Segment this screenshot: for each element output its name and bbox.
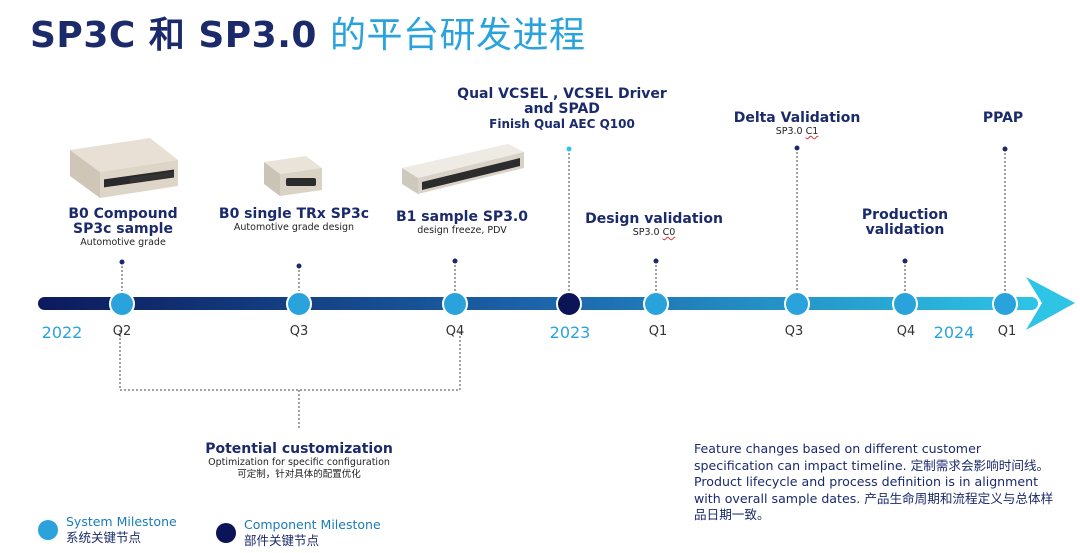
milestone-subtitle-code: C1 xyxy=(805,126,819,137)
milestone-subtitle: Automotive grade xyxy=(80,237,166,248)
customization-subtitle: Optimization for specific configuration xyxy=(208,457,390,468)
milestone-label-qual-vcsel: Qual VCSEL , VCSEL Driver and SPAD Finis… xyxy=(457,87,667,132)
milestone-title: Finish Qual AEC Q100 xyxy=(489,117,635,131)
legend-en: System Milestone xyxy=(66,514,177,529)
system-milestone-q2-2022 xyxy=(109,291,135,317)
legend-en: Component Milestone xyxy=(244,517,381,532)
milestone-title: Qual VCSEL , VCSEL Driver xyxy=(457,86,667,102)
quarter-label: Q2 xyxy=(112,324,132,339)
system-milestone-q3-2023 xyxy=(784,291,810,317)
quarter-label: Q1 xyxy=(997,324,1017,339)
milestone-subtitle: SP3.0 C0 xyxy=(585,227,723,239)
milestone-label-ppap: PPAP xyxy=(983,111,1023,126)
quarter-label: Q4 xyxy=(896,324,916,339)
milestone-title: Production xyxy=(861,207,949,223)
connector-dot xyxy=(902,258,908,264)
system-milestone-q1-2024 xyxy=(992,291,1018,317)
system-milestone-q4-2023 xyxy=(892,291,918,317)
connector-dot xyxy=(653,258,659,264)
legend-zh: 部件关键节点 xyxy=(244,533,320,548)
milestone-title: B0 Compound xyxy=(68,206,178,222)
milestone-subtitle: Automotive grade design xyxy=(233,222,355,233)
milestone-title: SP3c sample xyxy=(73,221,173,237)
milestone-title: and SPAD xyxy=(524,101,600,117)
milestone-subtitle-code: C0 xyxy=(662,227,676,238)
customization-label: Potential customization Optimization for… xyxy=(205,442,393,481)
connector-dot xyxy=(1002,146,1008,152)
timeline-bar xyxy=(38,297,1038,310)
system-milestone-q3-2022 xyxy=(286,291,312,317)
legend-component-milestone: Component Milestone 部件关键节点 xyxy=(216,517,381,549)
timeline-note: Feature changes based on different custo… xyxy=(694,441,1054,522)
customization-title: Potential customization xyxy=(205,441,393,457)
milestone-title: B0 single TRx SP3c xyxy=(218,206,370,222)
system-milestone-q4-2022 xyxy=(442,291,468,317)
milestone-subtitle-prefix: SP3.0 xyxy=(632,227,663,238)
connector-dot xyxy=(119,259,125,265)
milestone-label-design-validation: Design validation SP3.0 C0 xyxy=(585,212,723,239)
legend-zh: 系统关键节点 xyxy=(66,530,142,545)
component-milestone-swatch xyxy=(216,523,236,543)
milestone-title: validation xyxy=(865,222,945,238)
legend-text: System Milestone 系统关键节点 xyxy=(66,514,177,546)
milestone-label-production-validation: Production validation xyxy=(862,208,948,238)
customization-subtitle-zh: 可定制，针对具体的配置优化 xyxy=(237,469,361,480)
b1-sample-product-image xyxy=(402,144,524,194)
connector-dot xyxy=(452,258,458,264)
milestone-title: Design validation xyxy=(585,211,723,227)
milestone-subtitle-prefix: SP3.0 xyxy=(775,126,806,137)
quarter-label: Q4 xyxy=(445,324,465,339)
component-milestone-2023 xyxy=(556,291,582,317)
b0-single-trx-product-image xyxy=(264,156,322,196)
system-milestone-q1-2023 xyxy=(643,291,669,317)
page-title: SP3C 和 SP3.0 的平台研发进程 xyxy=(30,6,586,58)
quarter-label: Q1 xyxy=(648,324,668,339)
customization-bracket xyxy=(119,330,461,391)
year-label-2023: 2023 xyxy=(549,323,591,342)
connector-dot xyxy=(566,146,572,152)
quarter-label: Q3 xyxy=(784,324,804,339)
year-label-2022: 2022 xyxy=(41,323,83,342)
connector-dot xyxy=(794,145,800,151)
milestone-subtitle: design freeze, PDV xyxy=(417,225,507,236)
title-part1: SP3C 和 SP3.0 xyxy=(30,15,317,56)
connector-dot xyxy=(296,263,302,269)
milestone-title: PPAP xyxy=(982,110,1024,126)
legend-system-milestone: System Milestone 系统关键节点 xyxy=(38,514,177,546)
system-milestone-swatch xyxy=(38,520,58,540)
milestone-title: Delta Validation xyxy=(733,110,861,126)
milestone-title: B1 sample SP3.0 xyxy=(396,209,528,225)
timeline-arrowhead xyxy=(1026,277,1075,330)
milestone-label-b0-compound: B0 Compound SP3c sample Automotive grade xyxy=(68,207,177,249)
year-label-2024: 2024 xyxy=(933,323,975,342)
milestone-label-b0-single-trx: B0 single TRx SP3c Automotive grade desi… xyxy=(219,207,369,234)
legend-text: Component Milestone 部件关键节点 xyxy=(244,517,381,549)
milestone-label-b1-sample: B1 sample SP3.0 design freeze, PDV xyxy=(396,210,528,237)
milestone-subtitle: SP3.0 C1 xyxy=(734,126,861,138)
title-part2: 的平台研发进程 xyxy=(329,15,586,56)
quarter-label: Q3 xyxy=(289,324,309,339)
milestone-label-delta-validation: Delta Validation SP3.0 C1 xyxy=(734,111,861,138)
b0-compound-product-image xyxy=(70,138,178,198)
